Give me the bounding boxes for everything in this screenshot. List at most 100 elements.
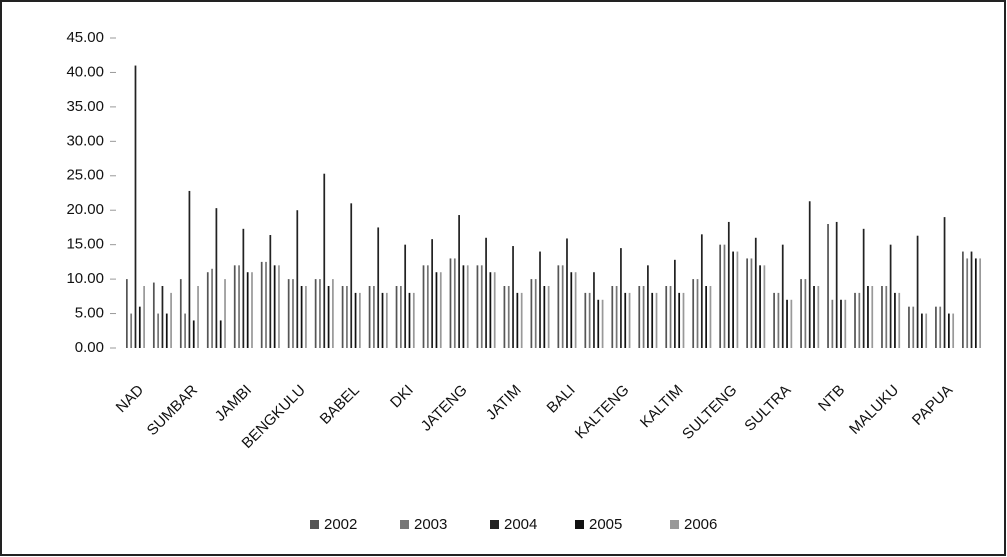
bar xyxy=(746,258,748,348)
y-tick-label: 20.00 xyxy=(66,201,104,218)
bar xyxy=(732,252,734,348)
bar xyxy=(369,286,371,348)
bar xyxy=(665,286,667,348)
bar xyxy=(831,300,833,348)
bar xyxy=(404,245,406,348)
bar xyxy=(759,265,761,348)
bar xyxy=(251,272,253,348)
legend-label: 2006 xyxy=(684,516,717,533)
bar xyxy=(629,293,631,348)
legend-swatch xyxy=(575,520,584,529)
bar xyxy=(382,293,384,348)
bar xyxy=(917,236,919,348)
bar xyxy=(166,314,168,348)
frame xyxy=(1,1,1005,555)
bar xyxy=(323,174,325,348)
bar xyxy=(548,286,550,348)
x-tick-label: KALTENG xyxy=(572,382,633,443)
bar xyxy=(597,300,599,348)
bar xyxy=(975,258,977,348)
x-tick-label: BABEL xyxy=(317,382,363,428)
bar xyxy=(427,265,429,348)
bar xyxy=(966,258,968,348)
bar xyxy=(805,279,807,348)
legend-swatch xyxy=(310,520,319,529)
bar xyxy=(616,286,618,348)
bar xyxy=(651,293,653,348)
bar xyxy=(557,265,559,348)
bar xyxy=(400,286,402,348)
bar xyxy=(234,265,236,348)
bar xyxy=(683,293,685,348)
legend-swatch xyxy=(670,520,679,529)
bar xyxy=(216,208,218,348)
bar xyxy=(504,286,506,348)
y-tick-label: 35.00 xyxy=(66,98,104,115)
bar xyxy=(481,265,483,348)
bar xyxy=(778,293,780,348)
bar xyxy=(817,286,819,348)
bar xyxy=(863,229,865,348)
bar xyxy=(773,293,775,348)
bar xyxy=(881,286,883,348)
bar xyxy=(521,293,523,348)
bar xyxy=(724,245,726,348)
bar xyxy=(678,293,680,348)
y-tick-label: 25.00 xyxy=(66,167,104,184)
bar xyxy=(593,272,595,348)
bar xyxy=(135,66,137,348)
bar xyxy=(274,265,276,348)
bar xyxy=(531,279,533,348)
y-tick-label: 5.00 xyxy=(75,305,104,322)
x-tick-label: SULTRA xyxy=(741,382,794,435)
bar xyxy=(409,293,411,348)
bar xyxy=(296,210,298,348)
bar xyxy=(962,252,964,348)
bar xyxy=(153,283,155,348)
bar xyxy=(827,224,829,348)
x-tick-label: JATENG xyxy=(418,382,471,435)
x-tick-label: SULTENG xyxy=(679,382,740,443)
bar xyxy=(782,245,784,348)
bar xyxy=(921,314,923,348)
bar xyxy=(670,286,672,348)
bar xyxy=(288,279,290,348)
bar xyxy=(692,279,694,348)
page: {"chart_data": {"type": "bar", "categori… xyxy=(0,0,1007,557)
bar xyxy=(584,293,586,348)
bar xyxy=(238,265,240,348)
bar xyxy=(328,286,330,348)
legend-label: 2003 xyxy=(414,516,447,533)
bar xyxy=(898,293,900,348)
bar xyxy=(647,265,649,348)
bar xyxy=(440,272,442,348)
x-tick-label: DKI xyxy=(387,382,417,412)
bar xyxy=(373,286,375,348)
bar xyxy=(543,286,545,348)
y-tick-label: 40.00 xyxy=(66,63,104,80)
bar xyxy=(126,279,128,348)
y-tick-label: 45.00 xyxy=(66,29,104,46)
x-tick-label: SUMBAR xyxy=(144,382,202,440)
bar xyxy=(359,293,361,348)
bar xyxy=(346,286,348,348)
bar xyxy=(301,286,303,348)
bar xyxy=(332,279,334,348)
bar xyxy=(224,279,226,348)
bar xyxy=(602,300,604,348)
bar xyxy=(620,248,622,348)
bar xyxy=(885,286,887,348)
bar xyxy=(751,258,753,348)
bar xyxy=(220,320,222,348)
bar xyxy=(979,258,981,348)
x-tick-label: MALUKU xyxy=(846,382,902,438)
bar xyxy=(207,272,209,348)
bar xyxy=(278,265,280,348)
bar xyxy=(431,239,433,348)
y-tick-label: 30.00 xyxy=(66,132,104,149)
x-tick-label: PAPUA xyxy=(909,382,956,429)
bar xyxy=(674,260,676,348)
bar xyxy=(562,265,564,348)
y-tick-label: 15.00 xyxy=(66,236,104,253)
bar xyxy=(539,252,541,348)
